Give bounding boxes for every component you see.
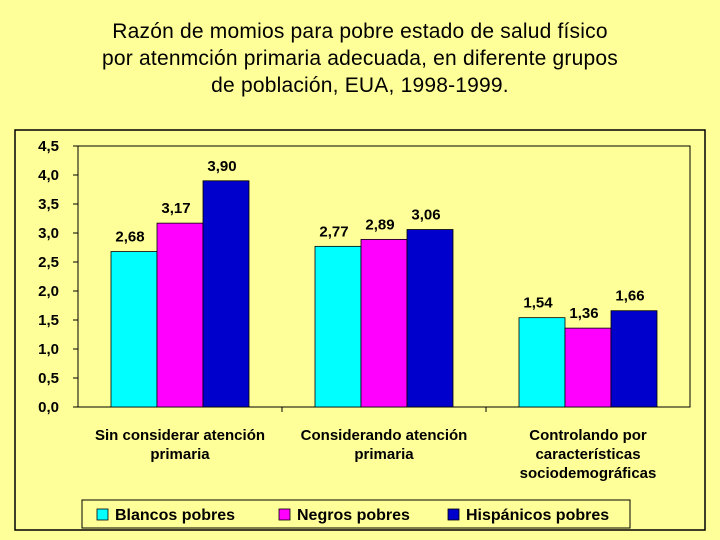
bar <box>610 310 658 408</box>
chart-title-line: Razón de momios para pobre estado de sal… <box>112 20 608 43</box>
y-tick-label: 3,0 <box>38 225 59 242</box>
y-tick-label: 0,0 <box>38 399 59 416</box>
bar <box>314 245 362 408</box>
bar <box>110 251 158 408</box>
data-label: 2,77 <box>319 223 348 240</box>
x-category-label: primaria <box>354 446 414 463</box>
x-category-label: Controlando por <box>529 427 647 444</box>
legend-box <box>81 499 631 529</box>
y-tick-label: 3,5 <box>38 196 59 213</box>
legend-swatch <box>447 508 460 521</box>
x-category-label: primaria <box>150 446 210 463</box>
data-label: 2,68 <box>115 229 144 246</box>
y-tick-label: 1,0 <box>38 341 59 358</box>
legend-swatch <box>278 508 291 521</box>
legend-swatch <box>96 508 109 521</box>
chart-title-line: por atenmción primaria adecuada, en dife… <box>102 47 618 70</box>
x-category-label: sociodemográficas <box>520 465 657 482</box>
chart-frame <box>14 129 706 531</box>
bar <box>202 180 250 408</box>
y-tick-label: 2,0 <box>38 283 59 300</box>
data-label: 2,89 <box>365 216 394 233</box>
bar <box>518 317 566 408</box>
data-label: 1,36 <box>569 305 598 322</box>
data-label: 3,17 <box>161 200 190 217</box>
legend-label: Hispánicos pobres <box>466 507 609 524</box>
bar <box>564 327 612 408</box>
bar <box>360 238 408 408</box>
x-category-label: características <box>535 446 640 463</box>
bar <box>156 222 204 408</box>
data-label: 1,66 <box>615 288 644 305</box>
data-label: 3,90 <box>207 158 236 175</box>
legend-label: Negros pobres <box>297 507 410 524</box>
y-tick-label: 0,5 <box>38 370 59 387</box>
y-tick-label: 4,5 <box>38 138 59 155</box>
y-tick-label: 2,5 <box>38 254 59 271</box>
y-tick-label: 1,5 <box>38 312 59 329</box>
x-category-label: Considerando atención <box>301 427 468 444</box>
y-tick-label: 4,0 <box>38 167 59 184</box>
data-label: 1,54 <box>523 295 553 312</box>
chart-title-line: de población, EUA, 1998-1999. <box>211 74 509 97</box>
data-label: 3,06 <box>411 207 440 224</box>
bar <box>406 229 454 408</box>
x-category-label: Sin considerar atención <box>95 427 265 444</box>
chart-title: Razón de momios para pobre estado de sal… <box>0 18 720 99</box>
legend-label: Blancos pobres <box>115 507 235 524</box>
